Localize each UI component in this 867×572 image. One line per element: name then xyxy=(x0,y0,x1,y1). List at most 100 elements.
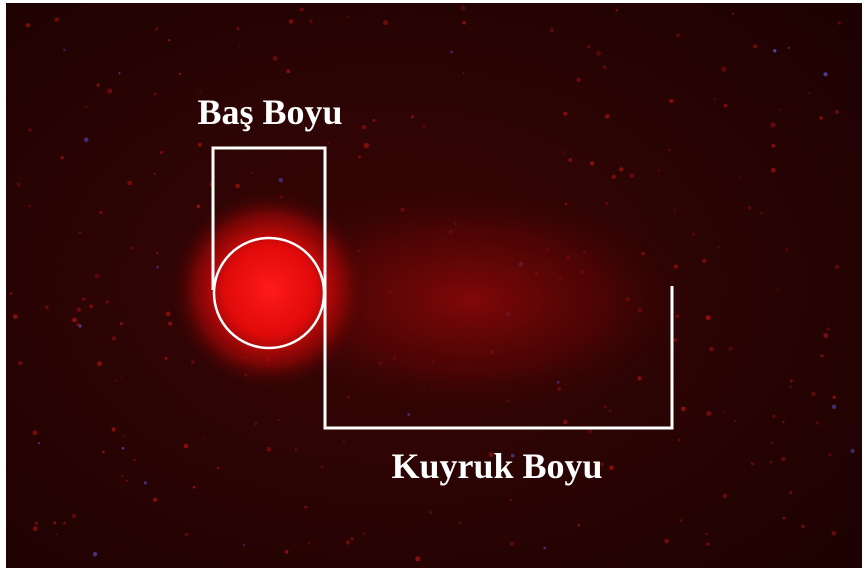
noise-dot xyxy=(681,406,686,412)
noise-dot xyxy=(549,28,554,33)
noise-dot xyxy=(37,442,41,445)
noise-dot xyxy=(32,526,38,531)
noise-dot xyxy=(568,157,573,163)
noise-dot xyxy=(837,21,841,25)
noise-dot xyxy=(129,246,134,250)
noise-dot xyxy=(679,519,683,522)
noise-dot xyxy=(309,19,313,23)
noise-dot xyxy=(723,103,728,108)
noise-dot xyxy=(785,248,788,251)
noise-dot xyxy=(787,46,790,50)
noise-dot xyxy=(196,204,201,209)
noise-dot xyxy=(383,20,388,26)
noise-dot xyxy=(702,258,707,263)
noise-dot xyxy=(21,362,23,365)
noise-dot xyxy=(563,111,568,116)
noise-dot xyxy=(602,65,607,70)
noise-dot xyxy=(167,39,171,42)
noise-dot xyxy=(692,232,696,236)
noise-dot xyxy=(450,50,454,54)
noise-dot xyxy=(705,532,708,536)
noise-dot xyxy=(462,20,466,25)
noise-dot xyxy=(156,265,160,269)
noise-dot xyxy=(78,231,82,234)
noise-dot xyxy=(44,305,49,310)
noise-dot xyxy=(410,115,415,119)
noise xyxy=(9,5,855,562)
noise-dot xyxy=(609,465,614,470)
noise-dot xyxy=(119,322,123,326)
noise-dot xyxy=(82,297,86,301)
noise-dot xyxy=(320,465,324,469)
noise-dot xyxy=(155,27,159,31)
noise-dot xyxy=(307,542,311,545)
noise-dot xyxy=(118,72,121,75)
noise-dot xyxy=(820,354,824,358)
noise-dot xyxy=(361,124,367,130)
noise-dot xyxy=(611,174,616,179)
noise-dot xyxy=(510,453,515,458)
noise-dot xyxy=(562,419,568,425)
noise-dot xyxy=(242,543,246,547)
noise-dot xyxy=(808,92,811,95)
noise-dot xyxy=(605,114,610,119)
noise-dot xyxy=(801,524,805,529)
noise-dot xyxy=(587,45,591,49)
noise-dot xyxy=(347,16,350,18)
noise-dot xyxy=(604,405,607,409)
noise-dot xyxy=(629,173,635,179)
noise-dot xyxy=(676,33,680,37)
noise-dot xyxy=(752,44,758,49)
noise-dot xyxy=(288,19,294,24)
noise-dot xyxy=(789,491,793,495)
noise-dot xyxy=(121,447,125,450)
noise-dot xyxy=(178,72,182,76)
noise-dot xyxy=(732,12,734,15)
noise-dot xyxy=(105,300,109,304)
noise-dot xyxy=(723,411,726,414)
noise-dot xyxy=(192,485,196,489)
noise-dot xyxy=(770,167,776,173)
noise-dot xyxy=(782,421,785,424)
noise-dot xyxy=(92,552,98,557)
noise-dot xyxy=(771,144,775,148)
noise-dot xyxy=(18,361,23,366)
noise-dot xyxy=(705,315,711,321)
noise-dot xyxy=(184,532,189,537)
noise-dot xyxy=(831,404,837,409)
noise-dot xyxy=(664,538,669,544)
noise-dot xyxy=(771,414,776,419)
noise-dot xyxy=(596,50,601,56)
noise-dot xyxy=(362,532,366,536)
noise-dot xyxy=(85,105,88,108)
noise-dot xyxy=(32,430,38,436)
tail-label: Kuyruk Boyu xyxy=(391,446,602,486)
noise-dot xyxy=(63,48,66,51)
noise-dot xyxy=(832,395,836,399)
noise-dot xyxy=(127,180,133,186)
noise-dot xyxy=(750,462,754,465)
noise-dot xyxy=(576,77,581,83)
noise-dot xyxy=(153,92,157,96)
noise-dot xyxy=(53,521,57,525)
noise-dot xyxy=(254,422,257,426)
noise-dot xyxy=(422,124,426,128)
comet-head xyxy=(170,190,370,390)
noise-dot xyxy=(835,110,839,114)
noise-dot xyxy=(198,142,202,147)
noise-dot xyxy=(760,212,763,215)
noise-dot xyxy=(587,428,593,434)
noise-dot xyxy=(16,182,21,187)
noise-dot xyxy=(235,183,240,189)
noise-dot xyxy=(776,288,779,291)
noise-dot xyxy=(76,307,81,312)
noise-dot xyxy=(831,530,837,536)
noise-dot xyxy=(9,292,13,295)
noise-dot xyxy=(102,450,105,454)
noise-dot xyxy=(713,98,716,100)
noise-dot xyxy=(153,172,156,175)
noise-dot xyxy=(304,505,307,509)
noise-dot xyxy=(191,360,195,364)
noise-dot xyxy=(96,361,102,367)
noise-dot xyxy=(600,462,605,467)
